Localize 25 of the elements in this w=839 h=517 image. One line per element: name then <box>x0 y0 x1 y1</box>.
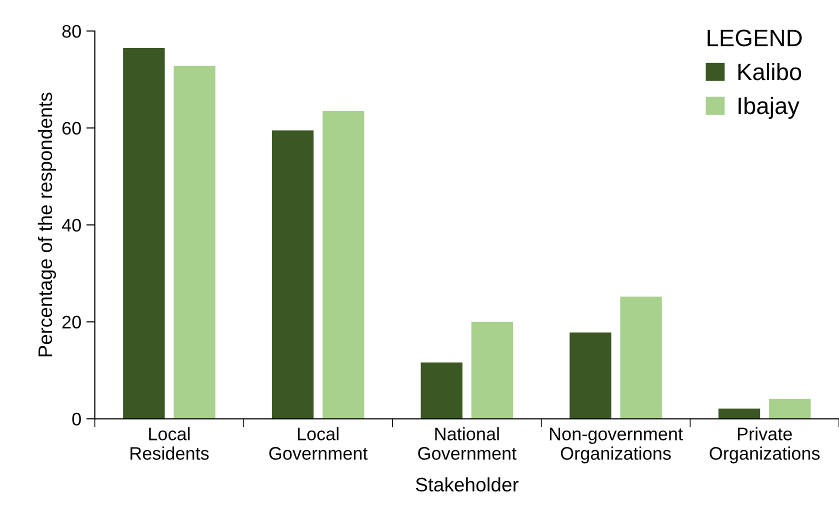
legend-label: Ibajay <box>738 96 800 119</box>
bar <box>174 66 216 419</box>
bar <box>570 332 612 419</box>
y-tick-label: 60 <box>62 122 81 135</box>
x-tick-label: National Government <box>418 427 516 460</box>
bar <box>769 398 811 419</box>
y-axis-title: Percentage of the respondents <box>38 92 56 356</box>
bar <box>471 322 514 419</box>
bar <box>272 130 314 419</box>
y-tick-label: 20 <box>62 316 81 329</box>
bar <box>322 110 364 419</box>
x-axis-title: Stakeholder <box>416 477 518 492</box>
legend-title: LEGEND <box>708 30 802 46</box>
x-tick-label: Local Residents <box>130 427 209 460</box>
x-tick-label: Private Organizations <box>710 427 820 464</box>
legend-label: Kalibo <box>738 62 802 80</box>
bar <box>420 362 462 419</box>
x-tick-label: Non-government Organizations <box>550 428 683 464</box>
x-tick-label: Local Government <box>269 427 368 460</box>
y-tick-label: 0 <box>72 412 81 426</box>
bar <box>123 48 165 419</box>
y-tick-label: 80 <box>62 24 81 38</box>
bar <box>718 408 760 419</box>
bar <box>620 296 662 419</box>
y-tick-label: 40 <box>62 218 81 232</box>
